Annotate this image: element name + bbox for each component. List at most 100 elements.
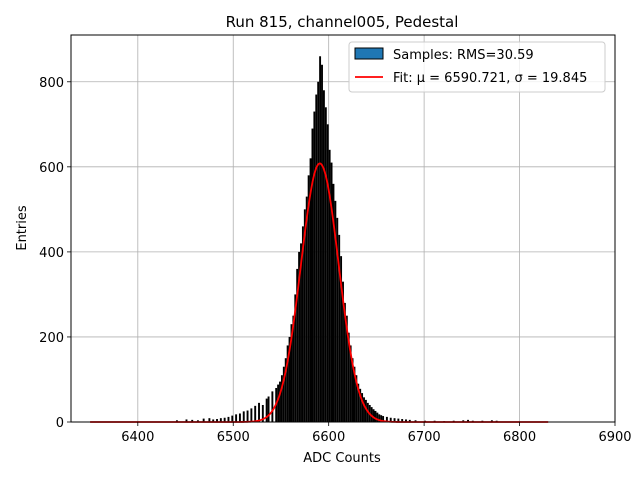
histogram-bar	[227, 416, 230, 422]
histogram-bar	[361, 393, 364, 422]
histogram-bar	[351, 358, 354, 422]
histogram-bar	[328, 149, 331, 423]
x-tick-label: 6500	[217, 430, 250, 445]
histogram-bar	[223, 417, 226, 422]
histogram-bar	[185, 419, 188, 422]
histogram-bar	[242, 411, 245, 422]
histogram-bar	[338, 234, 341, 422]
histogram-bar	[389, 417, 392, 422]
histogram-bar	[271, 391, 274, 422]
histogram-bar	[326, 124, 329, 423]
histogram-bar	[336, 217, 339, 422]
y-tick-label: 600	[39, 161, 64, 176]
x-tick-label: 6400	[121, 430, 154, 445]
histogram-bar	[298, 251, 301, 422]
histogram-bar	[202, 418, 205, 422]
histogram-bar	[280, 375, 283, 422]
histogram-bar	[347, 332, 350, 422]
histogram-bar	[238, 413, 241, 422]
histogram-bar	[305, 196, 308, 422]
x-tick-label: 6700	[408, 430, 441, 445]
histogram-bar	[315, 94, 318, 423]
histogram-bar	[332, 183, 335, 422]
histogram-bar	[279, 381, 281, 422]
histogram-bar	[401, 419, 404, 422]
histogram-bar	[405, 419, 407, 422]
histogram-bar	[294, 294, 297, 422]
x-tick-label: 6600	[312, 430, 345, 445]
histogram-bar	[385, 416, 388, 422]
histogram-bar	[208, 418, 211, 422]
histogram-bar	[372, 409, 375, 422]
histogram-bar	[296, 268, 299, 422]
legend-samples-swatch	[354, 47, 384, 60]
histogram-bar	[376, 412, 379, 422]
histogram-bar	[212, 419, 215, 422]
histogram-bar	[282, 366, 285, 422]
histogram-bar	[393, 418, 396, 422]
histogram-bar	[288, 336, 291, 422]
histogram-bar	[330, 162, 333, 423]
histogram-bar	[290, 324, 293, 422]
y-tick-label: 800	[39, 76, 64, 91]
histogram-bar	[216, 419, 218, 422]
histogram-bar	[324, 107, 327, 423]
histogram-bar	[321, 64, 323, 423]
histogram-bar	[309, 158, 312, 423]
histogram-bar	[322, 90, 325, 423]
histogram-bar	[235, 414, 238, 422]
histogram-bar	[467, 419, 469, 422]
histogram-bar	[353, 366, 356, 422]
histogram-bar	[340, 256, 343, 422]
histogram-bar	[408, 419, 411, 422]
histogram-bar	[357, 383, 360, 422]
histogram-bar	[364, 399, 367, 422]
histogram-bar	[284, 358, 287, 422]
histogram-bar	[258, 402, 260, 422]
histogram-bar	[342, 281, 344, 422]
histogram-bar	[307, 175, 310, 422]
histogram-bar	[317, 81, 320, 423]
histogram-bar	[231, 415, 234, 422]
legend-box	[348, 41, 606, 93]
histogram-bar	[319, 56, 322, 423]
legend-fit-label: Fit: μ = 6590.721, σ = 19.845	[393, 71, 587, 86]
histogram-bar	[254, 405, 257, 422]
x-axis-ticks: 6400 6500 6600 6700 6800 6900	[121, 422, 632, 445]
histogram-bar	[250, 408, 253, 422]
histogram-bar	[300, 243, 302, 422]
histogram-bar	[303, 209, 306, 422]
histogram-bar	[313, 111, 316, 423]
histogram-bar	[191, 419, 194, 422]
histogram-bar	[219, 418, 222, 422]
histogram-bar	[363, 397, 365, 422]
histogram-bar	[246, 410, 249, 422]
x-tick-label: 6800	[503, 430, 536, 445]
y-tick-label: 200	[39, 331, 64, 346]
histogram-bar	[374, 410, 377, 422]
histogram-bar	[397, 418, 400, 422]
legend-samples-label: Samples: RMS=30.59	[393, 48, 534, 63]
y-axis-ticks: 0 200 400 600 800	[39, 76, 71, 431]
histogram-bar	[345, 315, 348, 422]
y-axis-label: Entries	[15, 205, 30, 251]
histogram-bar	[265, 398, 268, 422]
y-tick-label: 400	[39, 246, 64, 261]
histogram-bar	[267, 396, 270, 422]
x-tick-label: 6900	[598, 430, 631, 445]
x-axis-label: ADC Counts	[303, 451, 381, 466]
histogram-bar	[334, 200, 337, 422]
y-tick-label: 0	[56, 416, 64, 431]
histogram-bar	[378, 414, 381, 422]
histogram-bar	[355, 375, 358, 422]
legend: Samples: RMS=30.59 Fit: μ = 6590.721, σ …	[348, 41, 606, 93]
histogram-bar	[261, 404, 264, 422]
histogram-bar	[311, 128, 314, 423]
histogram-bar	[370, 407, 373, 422]
chart-title: Run 815, channel005, Pedestal	[226, 13, 459, 31]
histogram-bar	[349, 345, 352, 422]
histogram-bar	[380, 415, 383, 422]
histogram-bar	[277, 384, 280, 422]
histogram-bars	[175, 56, 498, 423]
